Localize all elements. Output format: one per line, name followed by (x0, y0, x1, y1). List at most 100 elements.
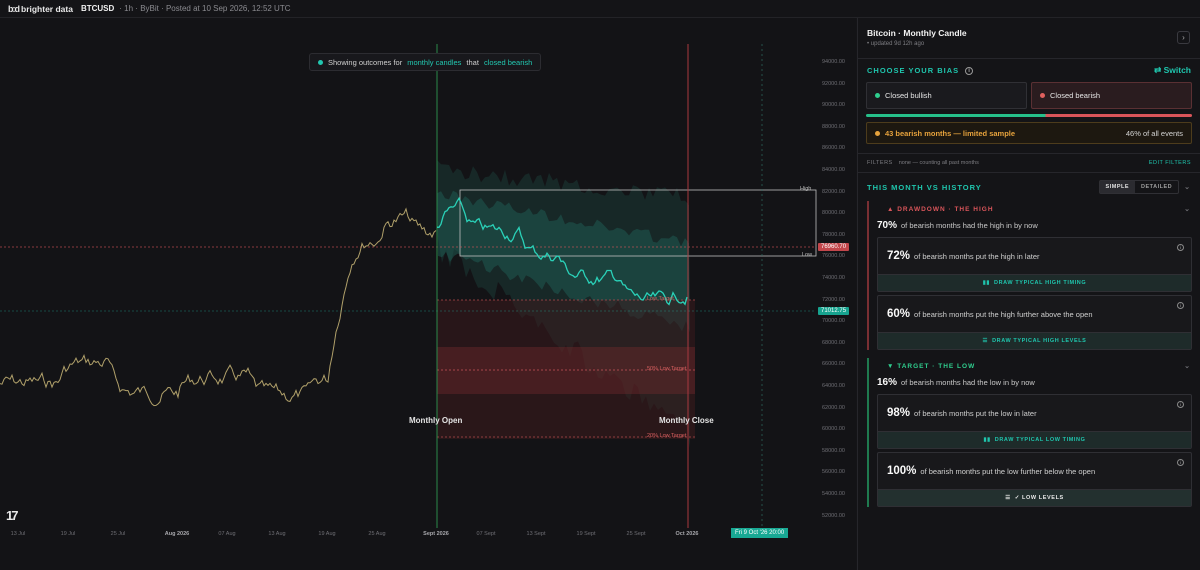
banner-dot-icon (318, 59, 323, 65)
date-tick-label: 19 Aug (318, 531, 336, 537)
low-levels-button[interactable]: ☰ ✓ LOW LEVELS (878, 489, 1191, 506)
date-tick-label: Aug 2026 (164, 531, 190, 537)
price-tick-label: 78000.00 (822, 231, 845, 238)
chevron-down-icon[interactable]: ⌄ (1184, 206, 1191, 213)
history-header-label: THIS MONTH VS HISTORY (867, 182, 982, 192)
drawdown-header-label: ▲ DRAWDOWN · THE HIGH (887, 205, 994, 213)
target-stat-text: of bearish months had the low in by now (901, 378, 1035, 387)
history-section-header: THIS MONTH VS HISTORY SIMPLE DETAILED ⌄ (858, 173, 1200, 201)
price-tick-label: 70000.00 (822, 318, 845, 325)
card-stat: 98% of bearish months put the low in lat… (878, 395, 1191, 431)
drawdown-stat-pct: 70% (877, 220, 898, 231)
price-tick-label: 64000.00 (822, 383, 845, 389)
date-tick-label: 25 Sept (626, 531, 646, 537)
warning-dot-icon (875, 130, 880, 136)
card-pct: 72% (887, 250, 911, 262)
levels-icon: ☰ (982, 338, 989, 344)
filters-bar: FILTERS none — counting all past months … (858, 153, 1200, 173)
target-header[interactable]: ▼ TARGET · THE LOW ⌄ (869, 358, 1200, 374)
draw-high-levels-button[interactable]: ☰ DRAW TYPICAL HIGH LEVELS (878, 332, 1191, 349)
banner-highlight-bearish: closed bearish (483, 57, 533, 67)
low-timing-card: i 98% of bearish months put the low in l… (877, 394, 1192, 449)
events-percent: 46% of all events (1125, 128, 1183, 138)
info-icon[interactable]: i (1177, 401, 1184, 408)
price-tick-label: 76000.00 (822, 253, 845, 260)
draw-low-timing-button[interactable]: ▮▮ DRAW TYPICAL LOW TIMING (878, 431, 1191, 448)
price-chart[interactable]: Showing outcomes for monthly candles tha… (0, 18, 856, 570)
low-target-zone-20 (437, 394, 695, 439)
price-tick-label: 88000.00 (822, 123, 845, 130)
date-tick-label: 07 Sept (476, 531, 496, 537)
card-pct: 98% (887, 407, 911, 419)
symbol-label[interactable]: BTCUSD (80, 4, 115, 13)
historical-price-series (0, 207, 437, 407)
panel-updated: • updated 9d 12h ago (867, 41, 925, 47)
outcome-banner: Showing outcomes for monthly candles tha… (309, 53, 542, 71)
monthly-close-label: Monthly Close (659, 416, 714, 425)
card-stat: 60% of bearish months put the high furth… (878, 296, 1191, 332)
price-tick-label: 74000.00 (822, 275, 845, 281)
price-tick-label: 94000.00 (822, 59, 845, 65)
tradingview-logo[interactable]: 17 (6, 508, 19, 523)
chevron-right-icon[interactable]: › (1177, 31, 1190, 44)
edit-filters-button[interactable]: EDIT FILTERS (1148, 160, 1191, 166)
target-header-label: ▼ TARGET · THE LOW (887, 362, 976, 370)
drawdown-header[interactable]: ▲ DRAWDOWN · THE HIGH ⌄ (869, 201, 1200, 217)
banner-text: Showing outcomes for (328, 57, 403, 67)
target-stat-pct: 16% (877, 377, 898, 388)
price-tick-label: 62000.00 (822, 404, 845, 411)
info-icon[interactable]: i (1177, 302, 1184, 309)
chevron-down-icon[interactable]: ⌄ (1184, 363, 1191, 370)
price-tick-label: 80000.00 (822, 210, 845, 217)
crosshair-date-flag: Fri 9 Oct '26 20:00 (731, 528, 789, 538)
bullish-dot-icon (875, 93, 880, 98)
current-month-price-series (436, 196, 688, 306)
price-tick-label: 56000.00 (822, 469, 845, 476)
drawdown-group: ▲ DRAWDOWN · THE HIGH ⌄ 70% of bearish m… (867, 201, 1200, 350)
chevron-down-icon[interactable]: ⌄ (1184, 184, 1191, 191)
bias-header-label: CHOOSE YOUR BIAS (867, 66, 960, 75)
filters-label: FILTERS (867, 160, 893, 166)
price-tick-label: 54000.00 (822, 491, 845, 497)
info-icon[interactable]: i (965, 66, 974, 75)
analysis-panel: Bitcoin · Monthly Candle • updated 9d 12… (857, 18, 1200, 570)
card-pct: 60% (887, 308, 911, 320)
view-mode-toggle: SIMPLE DETAILED (1098, 180, 1180, 194)
drawdown-stat: 70% of bearish months had the high in by… (869, 217, 1200, 234)
target-stat: 16% of bearish months had the low in by … (869, 374, 1200, 391)
bias-section-header: CHOOSE YOUR BIAS i ⇄ Switch (858, 58, 1200, 82)
mode-detailed-button[interactable]: DETAILED (1141, 184, 1173, 190)
card-text: of bearish months put the high further a… (914, 309, 1093, 319)
price-tick-label: 60000.00 (822, 426, 845, 433)
card-text: of bearish months put the high in later (914, 251, 1040, 261)
date-tick-label: 13 Aug (268, 531, 286, 537)
panel-header: Bitcoin · Monthly Candle • updated 9d 12… (858, 18, 1200, 58)
date-tick-label: 25 Aug (368, 531, 386, 537)
switch-button[interactable]: ⇄ Switch (1154, 65, 1191, 75)
panel-title: Bitcoin · Monthly Candle (867, 28, 967, 38)
low-target-20-label: 20% Low Target (647, 433, 687, 439)
info-icon[interactable]: i (1177, 459, 1184, 466)
bias-split-bar (866, 114, 1192, 117)
brand-logo[interactable]: b:d brighter data (8, 4, 73, 14)
card-stat: 72% of bearish months put the high in la… (878, 238, 1191, 274)
info-icon[interactable]: i (1177, 244, 1184, 251)
button-label: ✓ LOW LEVELS (1014, 495, 1064, 501)
draw-high-timing-button[interactable]: ▮▮ DRAW TYPICAL HIGH TIMING (878, 274, 1191, 291)
bias-bearish-option[interactable]: Closed bearish (1031, 82, 1192, 109)
high-levels-card: i 60% of bearish months put the high fur… (877, 295, 1192, 350)
open-price-tag: 76960.70 (818, 243, 850, 251)
price-tick-label: 92000.00 (822, 80, 845, 87)
low-levels-card: i 100% of bearish months put the low fur… (877, 452, 1192, 507)
bias-bullish-option[interactable]: Closed bullish (866, 82, 1027, 109)
high-timing-card: i 72% of bearish months put the high in … (877, 237, 1192, 292)
current-price-tag: 71012.75 (818, 307, 850, 315)
bias-options: Closed bullish Closed bearish (858, 82, 1200, 109)
chart-canvas[interactable] (0, 18, 856, 570)
card-text: of bearish months put the low further be… (920, 466, 1096, 476)
low-target-50-label: 50% Low Target (647, 366, 687, 372)
date-tick-label: 13 Jul (10, 531, 26, 537)
high-label: High (800, 186, 812, 192)
button-label: DRAW TYPICAL HIGH TIMING (994, 280, 1087, 286)
mode-simple-button[interactable]: SIMPLE (1099, 181, 1136, 193)
